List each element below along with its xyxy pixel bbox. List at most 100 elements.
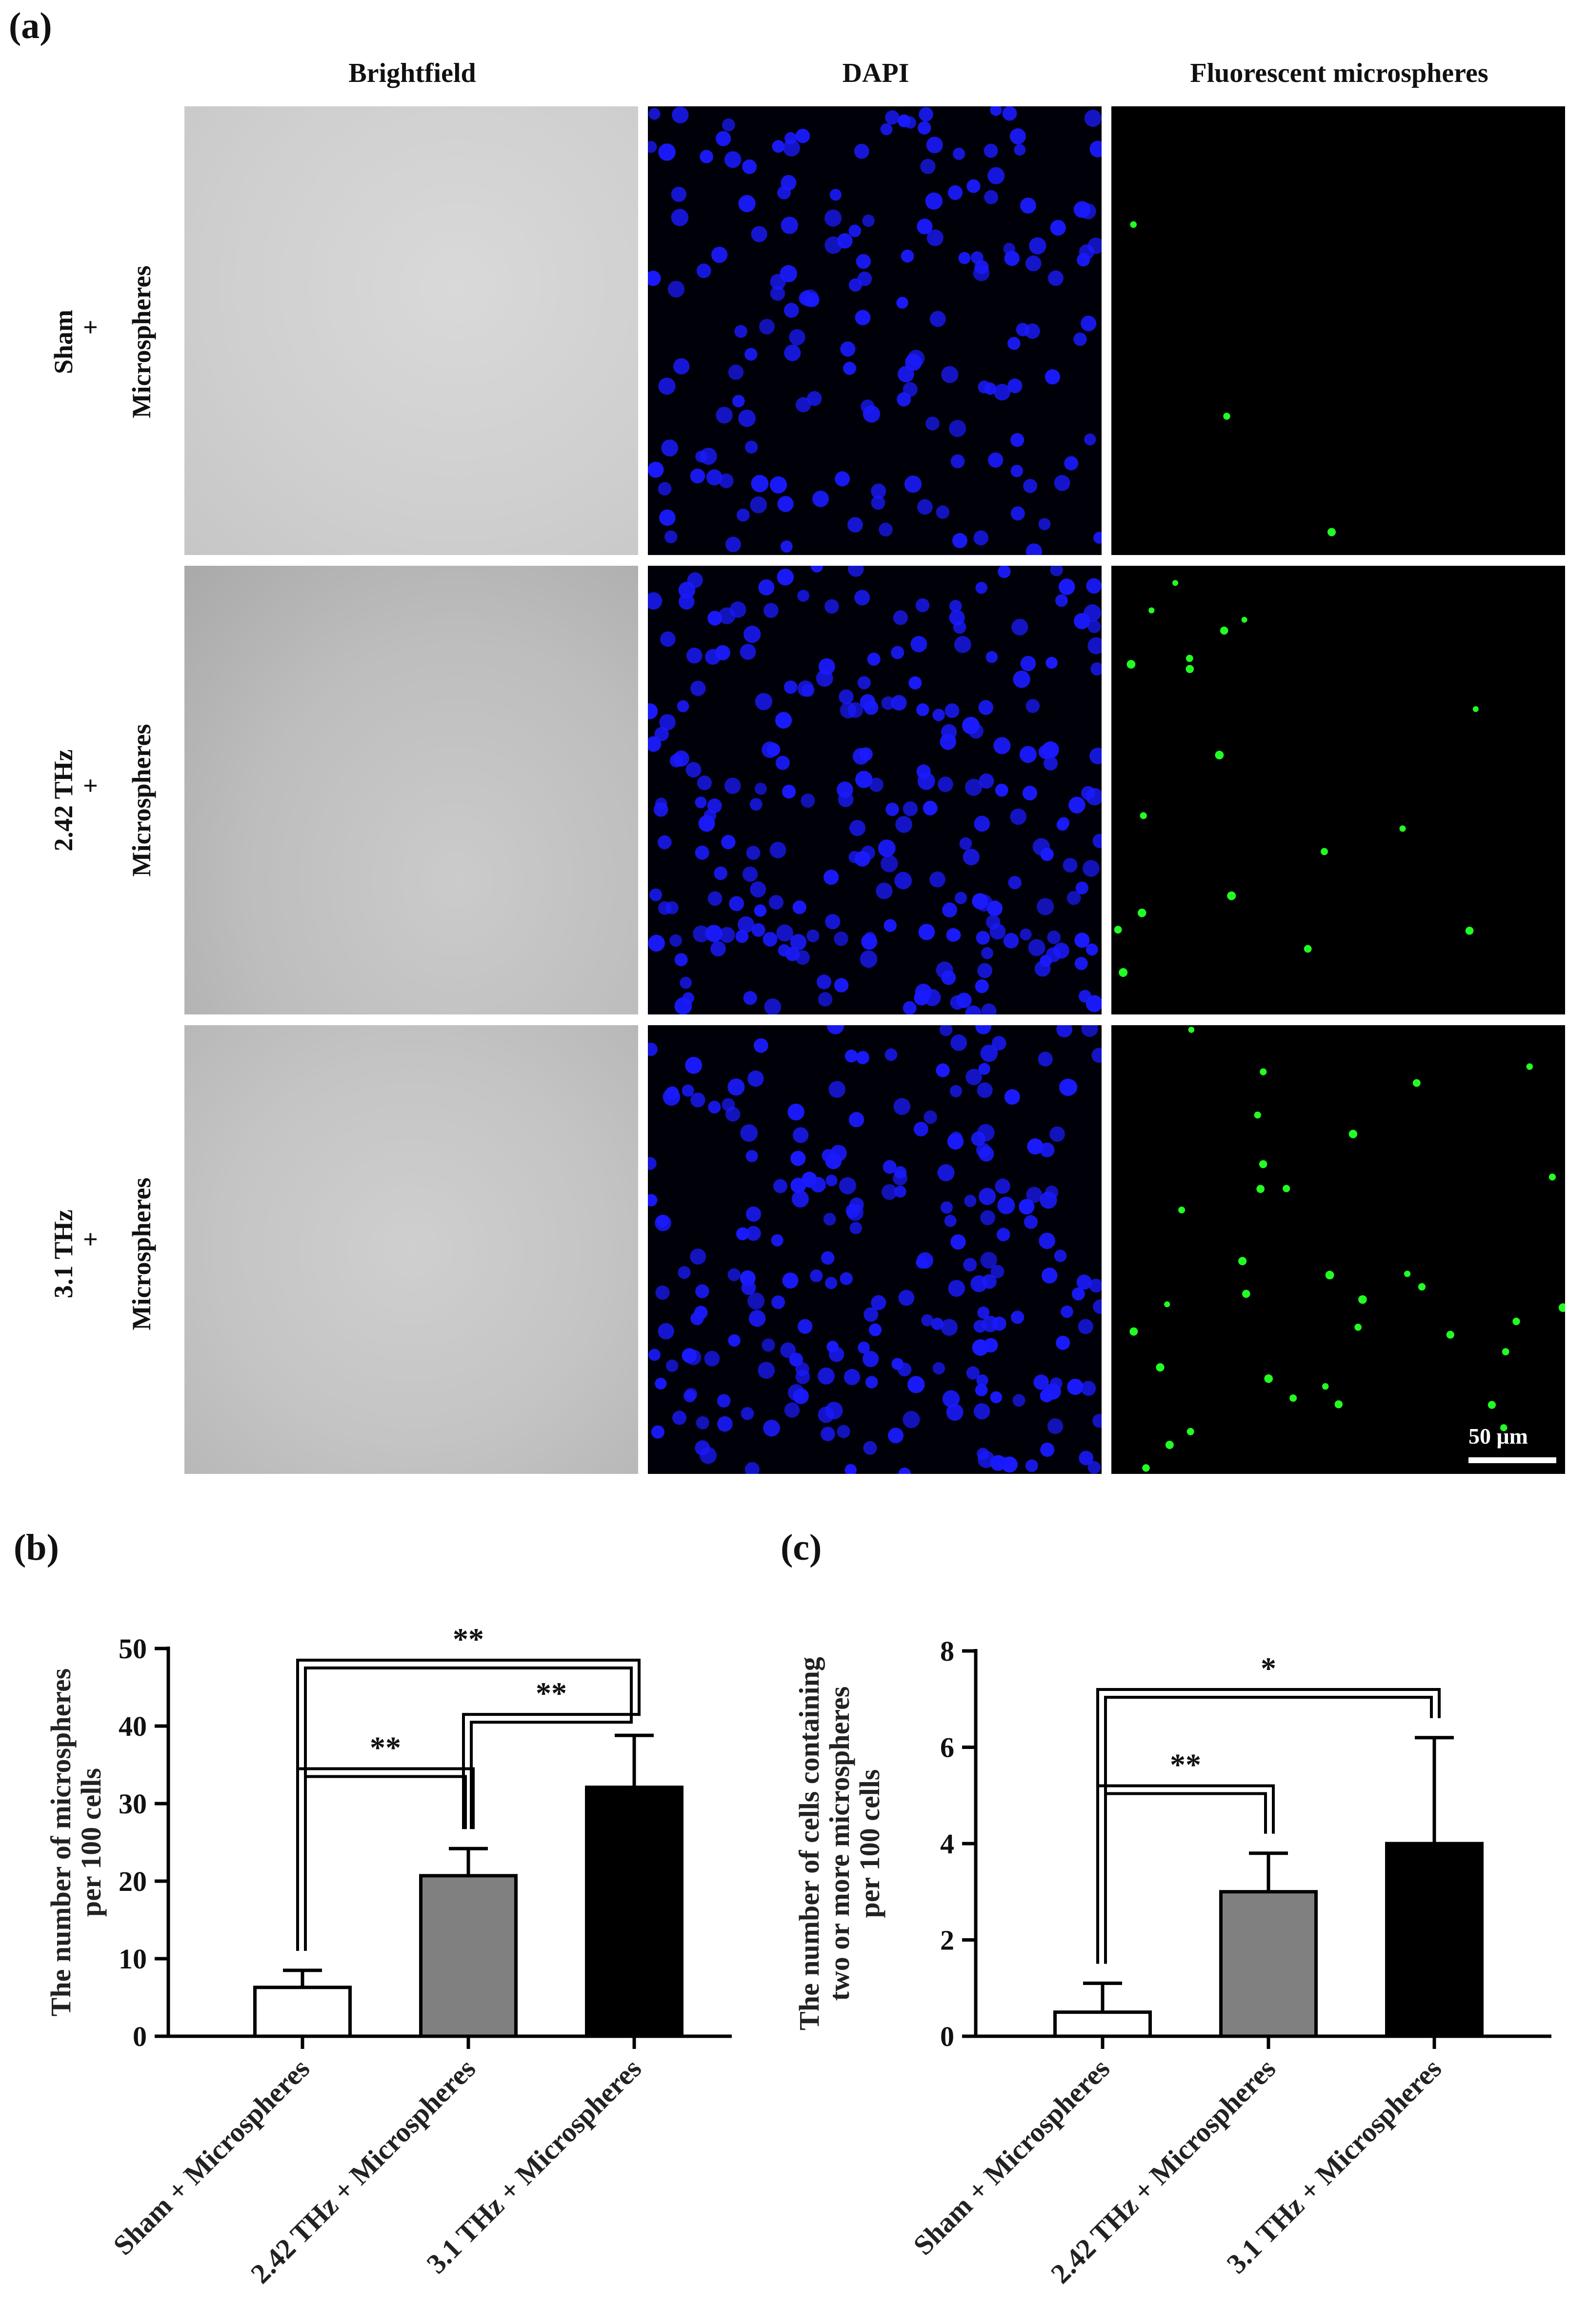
nucleus-dot <box>1074 933 1090 948</box>
nucleus-dot <box>1056 1335 1070 1350</box>
nucleus-dot <box>849 1222 862 1234</box>
nucleus-dot <box>700 448 717 465</box>
nucleus-dot <box>946 1404 964 1421</box>
nucleus-dot <box>847 517 863 533</box>
nucleus-dot <box>894 872 912 890</box>
nucleus-dot <box>824 599 839 614</box>
nucleus-dot <box>926 137 943 154</box>
row-sub-31thz: Microspheres <box>127 1177 156 1331</box>
nucleus-dot <box>1045 656 1058 669</box>
nucleus-dot <box>690 1248 706 1265</box>
nucleus-dot <box>1058 578 1075 595</box>
nucleus-dot <box>905 354 922 371</box>
nucleus-dot <box>759 318 775 335</box>
nucleus-dot <box>792 1127 809 1143</box>
nucleus-dot <box>705 649 721 665</box>
nucleus-dot <box>1092 834 1102 848</box>
nucleus-dot <box>1073 332 1087 346</box>
nucleus-dot <box>1025 543 1043 555</box>
nucleus-dot <box>770 286 785 301</box>
nucleus-dot <box>941 970 956 985</box>
microsphere-dot <box>1260 1068 1267 1075</box>
nucleus-dot <box>953 620 966 634</box>
nucleus-dot <box>1019 746 1037 763</box>
nucleus-dot <box>781 217 799 234</box>
nucleus-dot <box>751 226 767 242</box>
y-tick-label: 40 <box>119 1710 147 1742</box>
nucleus-dot <box>725 536 741 553</box>
nucleus-dot <box>700 150 713 163</box>
nucleus-dot <box>932 709 945 721</box>
nucleus-dot <box>1040 1142 1055 1157</box>
nucleus-dot <box>840 1272 853 1285</box>
nucleus-dot <box>746 846 761 860</box>
nucleus-dot <box>672 1410 687 1425</box>
nucleus-dot <box>793 1388 809 1404</box>
nucleus-dot <box>736 508 750 522</box>
nucleus-dot <box>732 395 745 408</box>
nucleus-dot <box>1084 109 1102 127</box>
nucleus-dot <box>648 1042 658 1056</box>
nucleus-dot <box>775 755 790 770</box>
nucleus-dot <box>973 530 989 546</box>
nucleus-dot <box>903 1001 917 1014</box>
nucleus-dot <box>1078 1319 1093 1334</box>
nucleus-dot <box>695 796 707 809</box>
nucleus-dot <box>1010 506 1025 521</box>
nucleus-dot <box>980 1044 998 1062</box>
nucleus-dot <box>1087 637 1102 655</box>
microsphere-dot <box>1172 580 1178 586</box>
nucleus-dot <box>653 802 668 817</box>
nucleus-dot <box>1091 1048 1102 1063</box>
nucleus-dot <box>806 391 822 406</box>
y-tick-label: 10 <box>119 1943 147 1975</box>
microsphere-dot <box>1259 1160 1267 1169</box>
nucleus-dot <box>854 851 870 867</box>
microsphere-dot <box>1304 945 1312 953</box>
scale-bar-label: 50 μm <box>1468 1424 1528 1449</box>
nucleus-dot <box>782 784 796 799</box>
nucleus-dot <box>1012 1394 1025 1407</box>
y-tick-label: 8 <box>940 1635 954 1667</box>
nucleus-dot <box>724 777 741 794</box>
nucleus-dot <box>857 271 872 286</box>
nucleus-dot <box>716 131 731 146</box>
nucleus-dot <box>980 1210 995 1226</box>
nucleus-dot <box>797 1319 813 1334</box>
brightfield-image-31thz <box>184 1025 638 1474</box>
microsphere-dot <box>1129 1327 1138 1336</box>
significance-bracket <box>1096 1688 1441 1964</box>
nucleus-dot <box>778 944 791 957</box>
nucleus-dot <box>810 566 823 573</box>
nucleus-dot <box>657 835 672 850</box>
nucleus-dot <box>950 1234 966 1250</box>
nucleus-dot <box>840 702 857 719</box>
nucleus-dot <box>861 934 878 950</box>
nucleus-dot <box>665 901 679 914</box>
nucleus-dot <box>844 1369 860 1385</box>
nucleus-dot <box>864 700 879 715</box>
nucleus-dot <box>1081 316 1097 332</box>
nucleus-dot <box>677 700 689 713</box>
nucleus-dot <box>993 383 1011 401</box>
nucleus-dot <box>1053 942 1069 959</box>
nucleus-dot <box>881 855 898 873</box>
nucleus-dot <box>674 953 688 967</box>
microsphere-dot <box>1178 1206 1186 1213</box>
row-label-242thz: 2.42 THz <box>49 749 78 852</box>
microsphere-dot <box>1140 812 1147 819</box>
nucleus-dot <box>648 1157 657 1170</box>
nucleus-dot <box>661 439 679 457</box>
microsphere-dot <box>1165 1441 1174 1449</box>
nucleus-dot <box>648 703 658 719</box>
nucleus-dot <box>950 454 965 469</box>
nucleus-dot <box>995 1456 1008 1470</box>
microsphere-dot <box>1148 607 1155 614</box>
nucleus-dot <box>975 1025 991 1034</box>
nucleus-dot <box>1081 1025 1098 1037</box>
significance-label: * <box>1261 1651 1276 1686</box>
nucleus-dot <box>696 263 711 278</box>
nucleus-dot <box>719 927 735 943</box>
y-tick-label: 50 <box>119 1633 147 1665</box>
scale-bar <box>1468 1457 1556 1463</box>
